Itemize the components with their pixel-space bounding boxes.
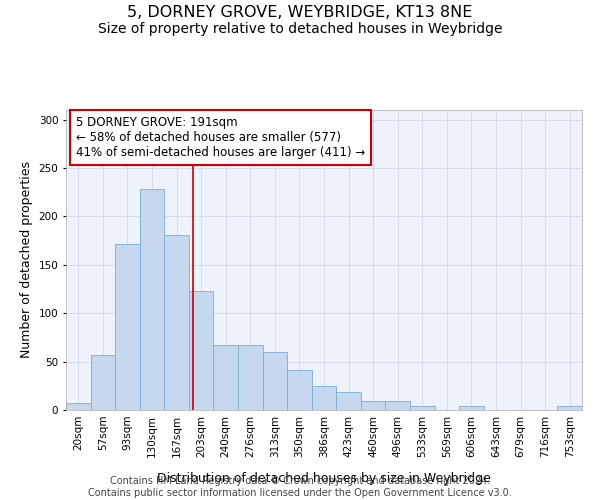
- Bar: [189, 291, 214, 410]
- Bar: [164, 235, 189, 410]
- Bar: [140, 190, 164, 410]
- Text: 5 DORNEY GROVE: 191sqm
← 58% of detached houses are smaller (577)
41% of semi-de: 5 DORNEY GROVE: 191sqm ← 58% of detached…: [76, 116, 365, 159]
- Text: 5, DORNEY GROVE, WEYBRIDGE, KT13 8NE: 5, DORNEY GROVE, WEYBRIDGE, KT13 8NE: [127, 5, 473, 20]
- Bar: [557, 406, 582, 410]
- Text: Contains HM Land Registry data © Crown copyright and database right 2024.
Contai: Contains HM Land Registry data © Crown c…: [88, 476, 512, 498]
- Text: Size of property relative to detached houses in Weybridge: Size of property relative to detached ho…: [98, 22, 502, 36]
- Bar: [115, 244, 140, 410]
- Bar: [459, 406, 484, 410]
- Bar: [287, 370, 312, 410]
- Bar: [312, 386, 336, 410]
- Text: Distribution of detached houses by size in Weybridge: Distribution of detached houses by size …: [157, 472, 491, 485]
- Bar: [66, 403, 91, 410]
- Bar: [263, 352, 287, 410]
- Bar: [214, 345, 238, 410]
- Bar: [385, 402, 410, 410]
- Y-axis label: Number of detached properties: Number of detached properties: [20, 162, 33, 358]
- Bar: [410, 406, 434, 410]
- Bar: [336, 392, 361, 410]
- Bar: [238, 345, 263, 410]
- Bar: [361, 402, 385, 410]
- Bar: [91, 355, 115, 410]
